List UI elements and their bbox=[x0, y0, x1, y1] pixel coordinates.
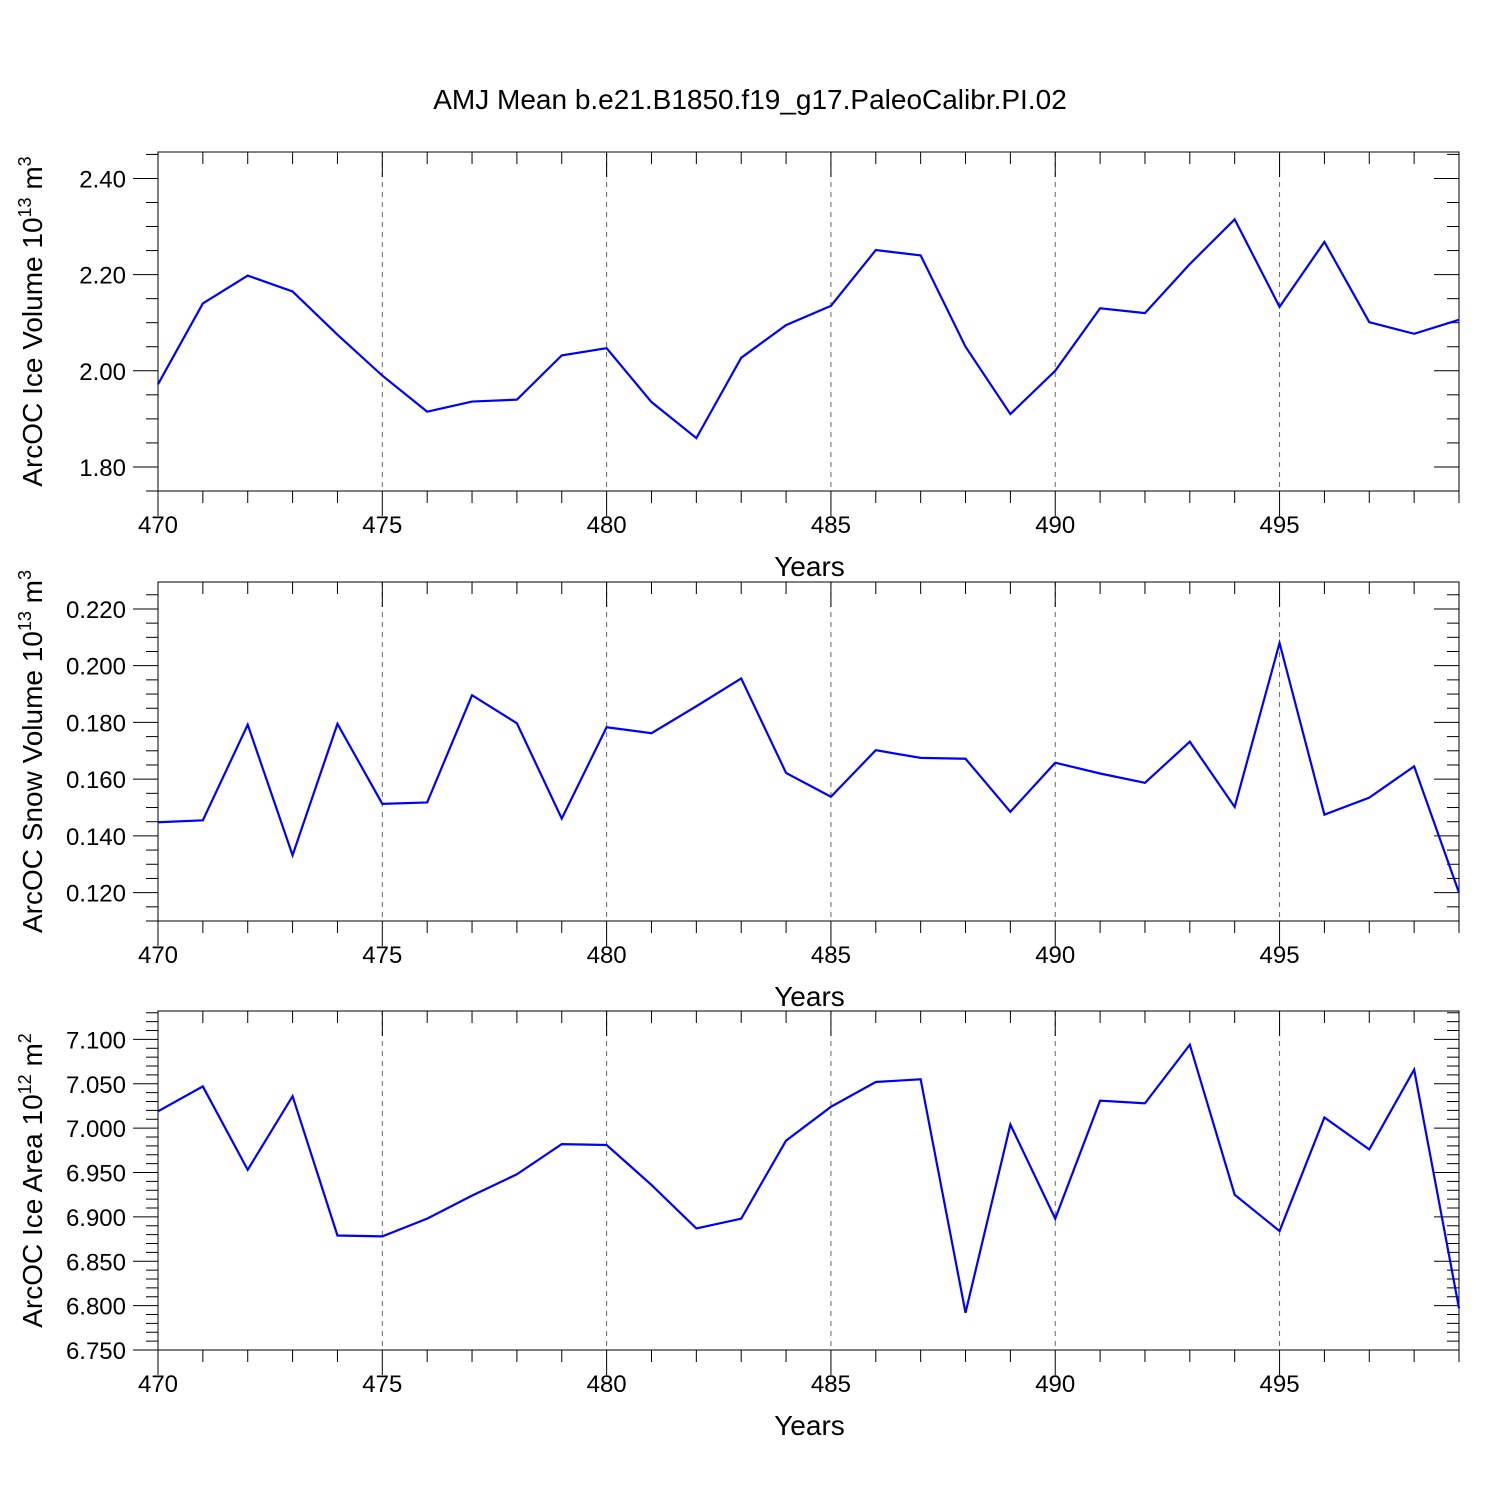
series-line bbox=[157, 217, 1460, 440]
x-tick-label: 495 bbox=[1260, 942, 1300, 969]
x-tick-label: 475 bbox=[362, 1371, 402, 1398]
x-tick-label: 480 bbox=[587, 1371, 627, 1398]
y-tick-label: 0.180 bbox=[66, 710, 126, 737]
x-tick-label: 470 bbox=[138, 512, 178, 539]
y-tick-label: 7.050 bbox=[66, 1072, 126, 1099]
x-tick-label: 480 bbox=[587, 512, 627, 539]
y-axis-title-part: m bbox=[17, 580, 48, 611]
chart-title: AMJ Mean b.e21.B1850.f19_g17.PaleoCalibr… bbox=[433, 84, 1067, 115]
y-axis-title-superscript: 3 bbox=[15, 156, 35, 166]
chart-panel-2: 0.120 0.140 0.160 0.180 0.200 0.220 470 475 480 4… bbox=[15, 570, 1461, 1012]
y-tick-label: 0.160 bbox=[66, 767, 126, 794]
y-axis-title: ArcOC Ice Area 1012 m2 bbox=[15, 1033, 48, 1328]
plot-frame bbox=[157, 1010, 1460, 1351]
x-tick-label: 470 bbox=[138, 1371, 178, 1398]
y-tick-label: 6.800 bbox=[66, 1294, 126, 1321]
x-axis-title: Years bbox=[774, 1410, 845, 1441]
x-axis-title: Years bbox=[774, 551, 845, 582]
y-tick-label: 2.00 bbox=[79, 359, 126, 386]
x-tick-label: 490 bbox=[1035, 512, 1075, 539]
x-tick-label: 490 bbox=[1035, 1371, 1075, 1398]
x-tick-label: 475 bbox=[362, 942, 402, 969]
plot-frame bbox=[157, 581, 1460, 922]
x-tick-label: 470 bbox=[138, 942, 178, 969]
x-tick-label: 480 bbox=[587, 942, 627, 969]
x-tick-label: 475 bbox=[362, 512, 402, 539]
y-tick-label: 6.900 bbox=[66, 1205, 126, 1232]
y-axis-title-part: m bbox=[17, 1043, 48, 1074]
plot-frame bbox=[157, 151, 1460, 492]
y-axis-title-part: ArcOC Snow Volume 10 bbox=[17, 631, 48, 933]
y-axis-title-superscript: 13 bbox=[15, 197, 35, 217]
series-line bbox=[157, 1042, 1461, 1313]
x-tick-label: 485 bbox=[811, 1371, 851, 1398]
y-tick-label: 6.750 bbox=[66, 1338, 126, 1365]
y-axis-title-part: ArcOC Ice Volume 10 bbox=[17, 217, 48, 486]
y-tick-label: 0.140 bbox=[66, 824, 126, 851]
y-tick-label: 2.40 bbox=[79, 166, 126, 193]
y-axis-title-part: m bbox=[17, 166, 48, 197]
y-tick-label: 7.000 bbox=[66, 1116, 126, 1143]
chart-panel-1: 1.80 2.00 2.20 2.40 470 475 480 485 490 495 Years A… bbox=[15, 151, 1460, 582]
y-axis-title-superscript: 2 bbox=[15, 1033, 35, 1043]
y-tick-label: 0.220 bbox=[66, 597, 126, 624]
y-axis-title-superscript: 12 bbox=[15, 1074, 35, 1094]
y-axis-title-part: ArcOC Ice Area 10 bbox=[17, 1094, 48, 1327]
y-axis-title: ArcOC Ice Volume 1013 m3 bbox=[15, 156, 48, 486]
x-tick-label: 490 bbox=[1035, 942, 1075, 969]
x-tick-label: 485 bbox=[811, 512, 851, 539]
x-tick-label: 495 bbox=[1260, 1371, 1300, 1398]
chart-panel-3: 6.750 6.800 6.850 6.900 6.950 7.000 7.050 7.100… bbox=[15, 1010, 1461, 1441]
y-axis-title-superscript: 3 bbox=[15, 570, 35, 580]
y-axis-title: ArcOC Snow Volume 1013 m3 bbox=[15, 570, 48, 933]
x-tick-label: 485 bbox=[811, 942, 851, 969]
y-tick-label: 1.80 bbox=[79, 455, 126, 482]
y-tick-label: 0.200 bbox=[66, 654, 126, 681]
x-tick-label: 495 bbox=[1260, 512, 1300, 539]
y-axis-title-superscript: 13 bbox=[15, 611, 35, 631]
y-tick-label: 6.850 bbox=[66, 1249, 126, 1276]
x-axis-title: Years bbox=[774, 981, 845, 1012]
series-line bbox=[157, 638, 1461, 893]
y-tick-label: 7.100 bbox=[66, 1027, 126, 1054]
y-tick-label: 2.20 bbox=[79, 263, 126, 290]
y-tick-label: 0.120 bbox=[66, 881, 126, 908]
y-tick-label: 6.950 bbox=[66, 1161, 126, 1188]
